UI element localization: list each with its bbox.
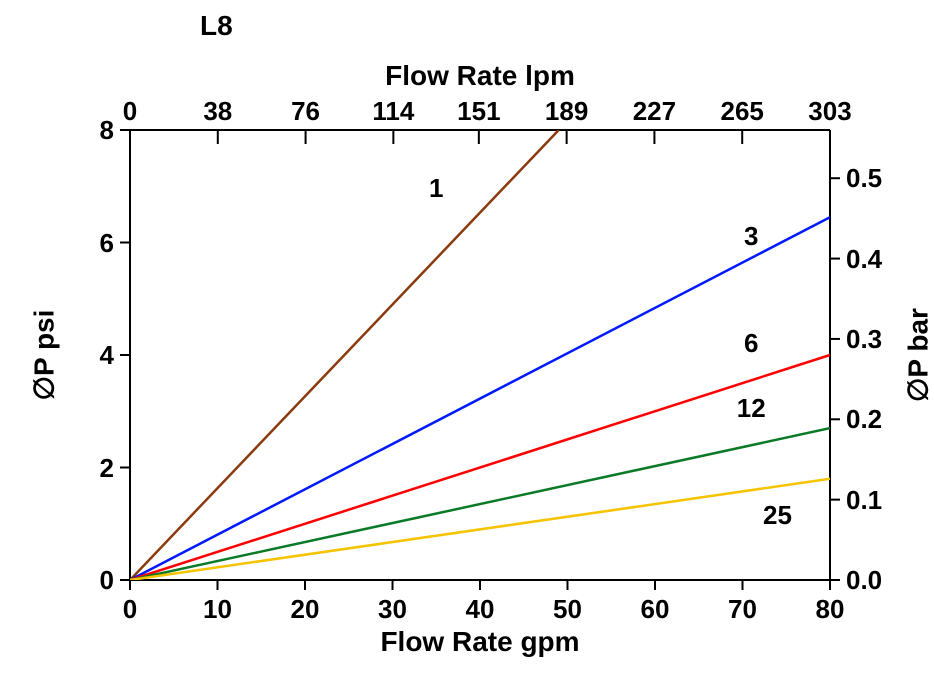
series-label-3: 3	[744, 221, 758, 252]
x-top-tick-label: 189	[545, 96, 588, 127]
y-right-tick-label: 0.2	[846, 404, 882, 435]
y-right-axis-label: ∅P bar	[902, 308, 934, 402]
y-right-tick-label: 0.3	[846, 324, 882, 355]
x-bottom-tick-label: 10	[203, 594, 232, 625]
y-left-tick-label: 4	[100, 340, 114, 371]
x-bottom-tick-label: 50	[553, 594, 582, 625]
x-top-tick-label: 303	[808, 96, 851, 127]
y-right-tick-label: 0.4	[846, 244, 882, 275]
x-bottom-tick-label: 80	[816, 594, 845, 625]
y-left-tick-label: 6	[100, 228, 114, 259]
x-top-tick-label: 0	[123, 96, 137, 127]
x-bottom-axis-label: Flow Rate gpm	[380, 626, 579, 658]
series-line-25	[130, 479, 830, 580]
y-right-tick-label: 0.5	[846, 163, 882, 194]
series-label-12: 12	[737, 393, 766, 424]
y-left-tick-label: 2	[100, 453, 114, 484]
x-top-tick-label: 265	[721, 96, 764, 127]
x-top-tick-label: 227	[633, 96, 676, 127]
y-left-tick-label: 0	[100, 565, 114, 596]
series-line-3	[130, 217, 830, 580]
y-right-tick-label: 0.0	[846, 565, 882, 596]
series-line-6	[130, 355, 830, 580]
x-bottom-tick-label: 30	[378, 594, 407, 625]
series-line-1	[130, 130, 559, 580]
x-top-tick-label: 38	[203, 96, 232, 127]
series-label-25: 25	[763, 500, 792, 531]
y-left-tick-label: 8	[100, 115, 114, 146]
x-top-tick-label: 151	[457, 96, 500, 127]
x-bottom-tick-label: 60	[641, 594, 670, 625]
x-top-axis-label: Flow Rate lpm	[385, 60, 575, 92]
x-bottom-tick-label: 20	[291, 594, 320, 625]
x-bottom-tick-label: 40	[466, 594, 495, 625]
y-right-tick-label: 0.1	[846, 485, 882, 516]
y-left-axis-label: ∅P psi	[28, 310, 61, 401]
series-line-12	[130, 428, 830, 580]
series-label-1: 1	[429, 173, 443, 204]
x-bottom-tick-label: 70	[728, 594, 757, 625]
x-bottom-tick-label: 0	[123, 594, 137, 625]
x-top-tick-label: 114	[372, 96, 414, 127]
x-top-tick-label: 76	[291, 96, 320, 127]
series-label-6: 6	[744, 328, 758, 359]
